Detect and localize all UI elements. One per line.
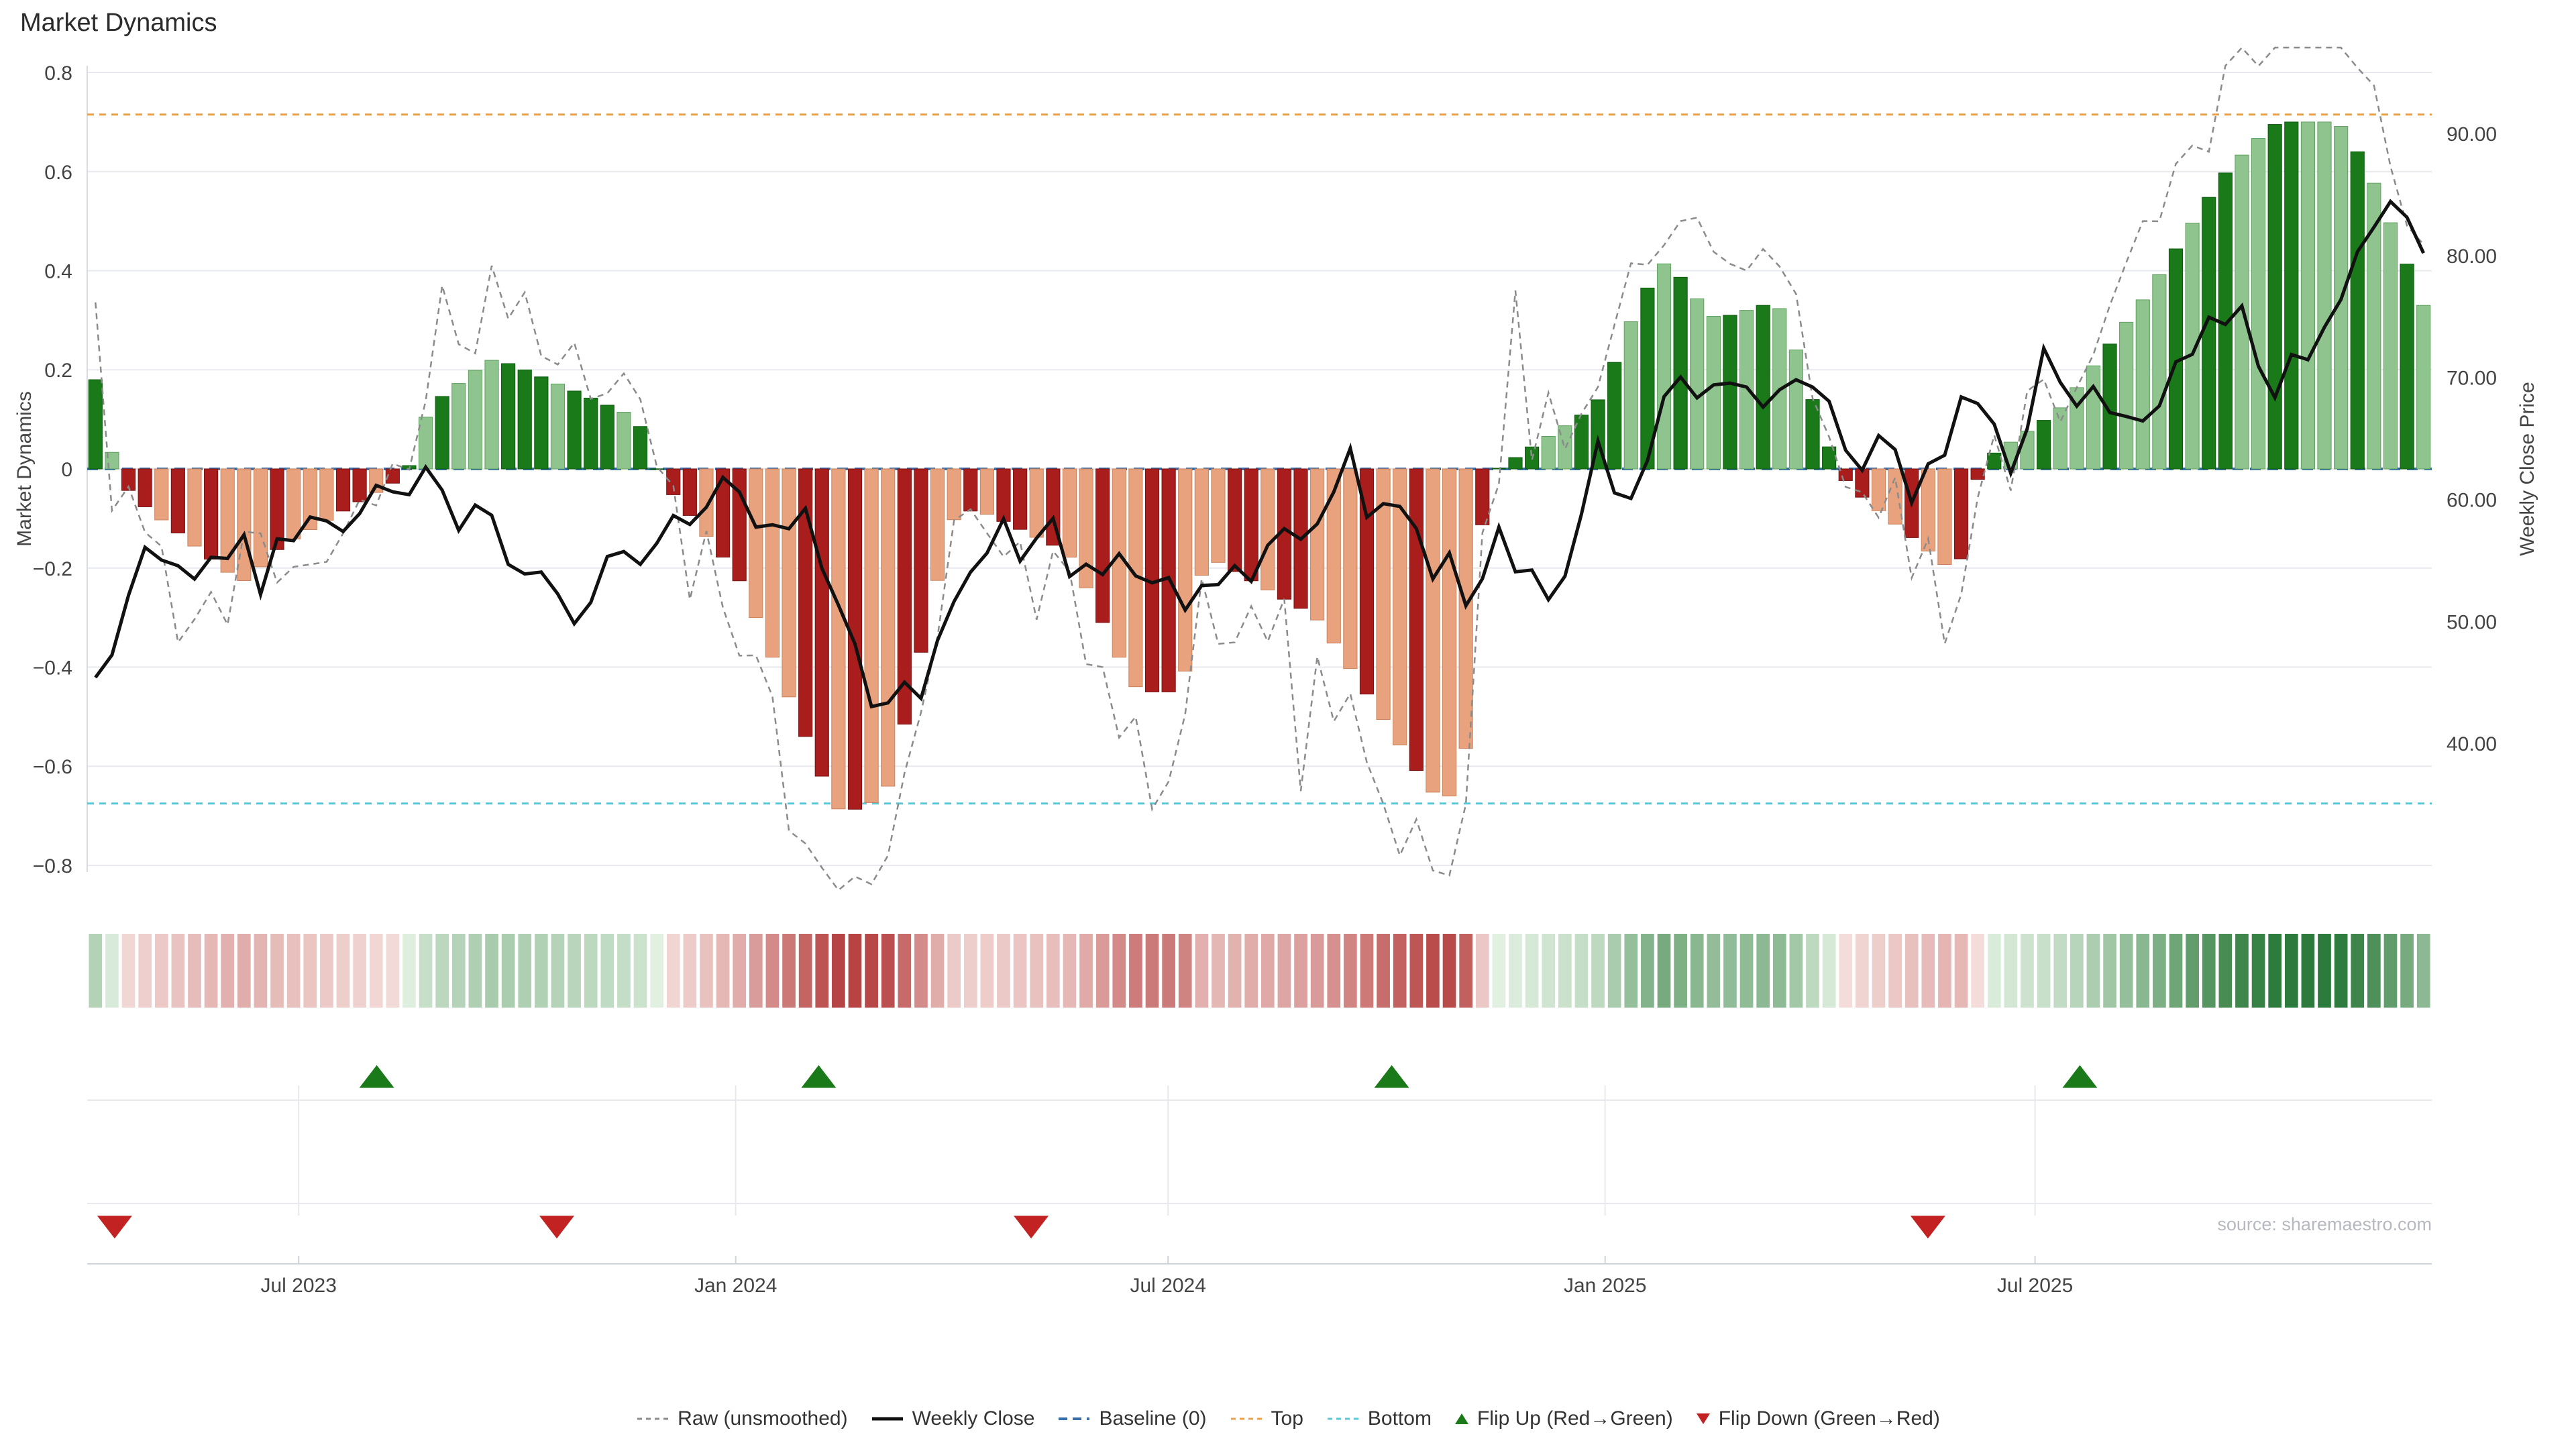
svg-text:40.00: 40.00	[2447, 733, 2497, 755]
svg-text:Jul 2024: Jul 2024	[1130, 1275, 1205, 1297]
svg-text:50.00: 50.00	[2447, 611, 2497, 633]
svg-text:Jul 2023: Jul 2023	[260, 1275, 336, 1297]
svg-text:−0.6: −0.6	[33, 756, 72, 778]
svg-text:−0.2: −0.2	[33, 558, 72, 580]
svg-text:source: sharemaestro.com: source: sharemaestro.com	[2217, 1214, 2432, 1234]
svg-text:80.00: 80.00	[2447, 246, 2497, 268]
svg-text:0.2: 0.2	[44, 360, 72, 382]
svg-text:90.00: 90.00	[2447, 123, 2497, 146]
svg-text:0: 0	[61, 459, 72, 481]
svg-text:0.4: 0.4	[44, 261, 72, 283]
svg-text:0.6: 0.6	[44, 162, 72, 184]
svg-text:−0.4: −0.4	[33, 657, 72, 680]
svg-text:Jan 2025: Jan 2025	[1564, 1275, 1646, 1297]
svg-text:Weekly Close Price: Weekly Close Price	[2516, 382, 2538, 556]
svg-text:−0.8: −0.8	[33, 855, 72, 877]
svg-text:Jul 2025: Jul 2025	[1997, 1275, 2073, 1297]
svg-text:Market Dynamics: Market Dynamics	[20, 9, 217, 37]
svg-text:0.8: 0.8	[44, 62, 72, 85]
svg-text:70.00: 70.00	[2447, 368, 2497, 390]
svg-text:Market Dynamics: Market Dynamics	[13, 391, 36, 547]
svg-text:60.00: 60.00	[2447, 490, 2497, 512]
svg-text:Jan 2024: Jan 2024	[694, 1275, 777, 1297]
